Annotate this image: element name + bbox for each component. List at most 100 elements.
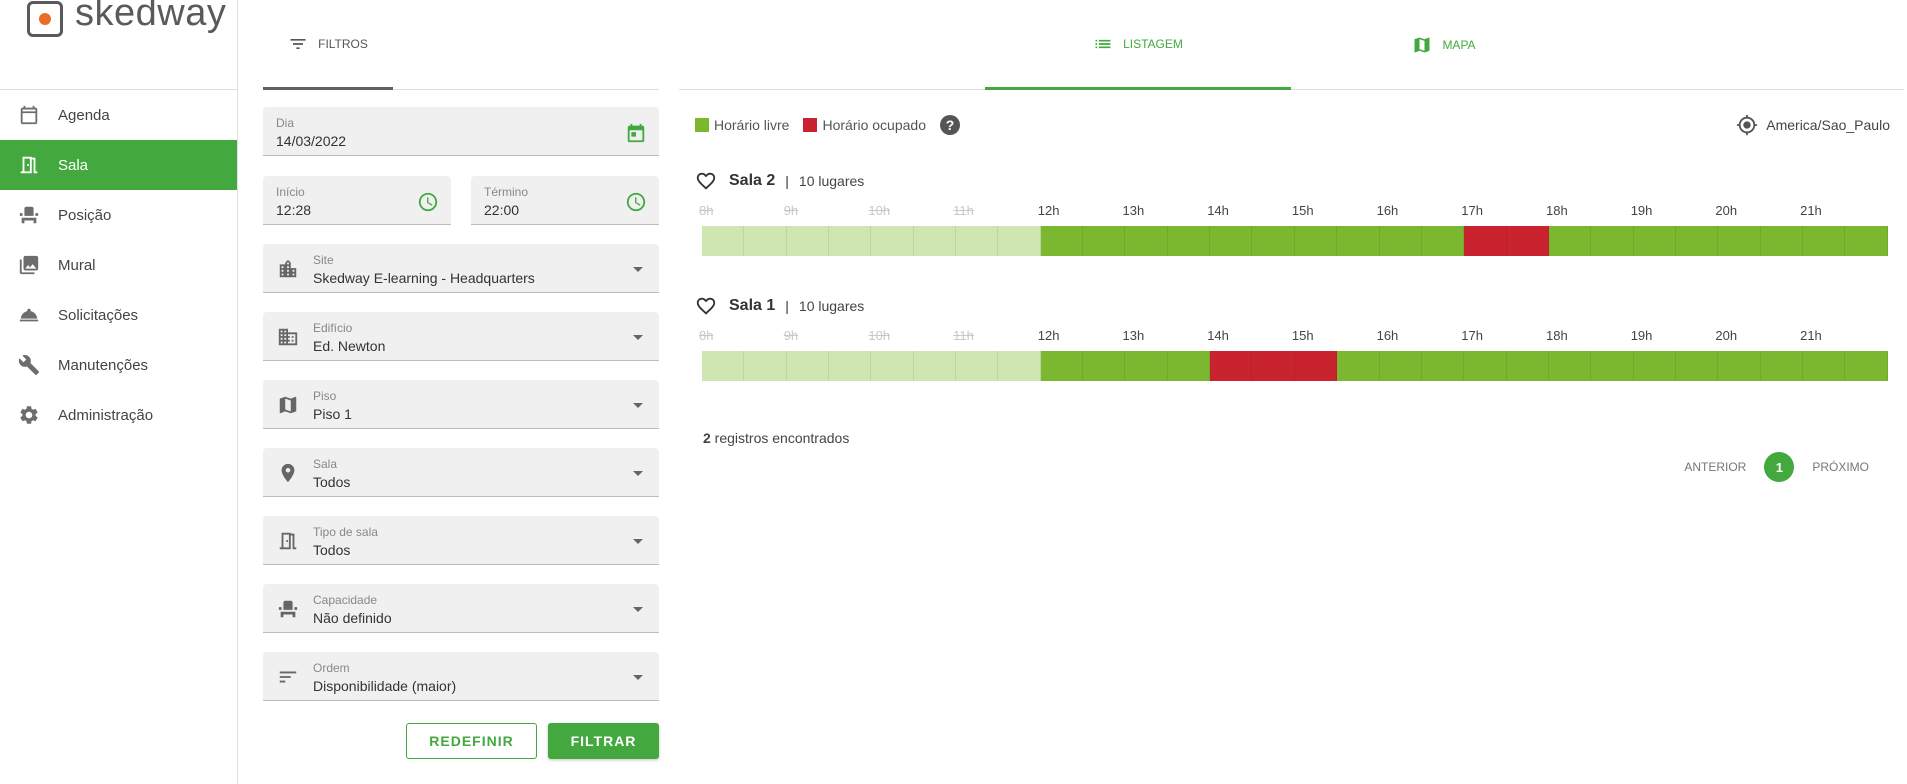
free-slot[interactable] [1421, 226, 1465, 256]
free-slot[interactable] [1675, 226, 1719, 256]
sala-select[interactable]: Sala Todos [263, 448, 659, 497]
free-slot[interactable] [1252, 226, 1295, 256]
logo[interactable]: skedway [0, 0, 237, 90]
free-slot[interactable] [702, 226, 745, 256]
free-slot[interactable] [1379, 226, 1422, 256]
free-slot[interactable] [1337, 351, 1380, 381]
sidebar-item-solicitacoes[interactable]: Solicitações [0, 290, 237, 340]
free-slot[interactable] [913, 351, 957, 381]
free-slot[interactable] [1167, 351, 1211, 381]
dia-field[interactable]: Dia 14/03/2022 [263, 107, 659, 156]
room-name[interactable]: Sala 1 [729, 297, 776, 314]
location-pin-icon [277, 462, 299, 484]
free-slot[interactable] [871, 226, 914, 256]
free-slot[interactable] [1845, 351, 1888, 381]
heart-outline-icon[interactable] [695, 170, 717, 192]
free-slot[interactable] [1294, 226, 1338, 256]
free-slot[interactable] [786, 226, 830, 256]
free-slot[interactable] [1379, 351, 1422, 381]
free-slot[interactable] [998, 351, 1041, 381]
sidebar-item-manutencoes[interactable]: Manutenções [0, 340, 237, 390]
free-slot[interactable] [1718, 226, 1761, 256]
free-slot[interactable] [1760, 351, 1803, 381]
piso-select[interactable]: Piso Piso 1 [263, 380, 659, 429]
prev-page-button[interactable]: ANTERIOR [1684, 460, 1747, 474]
clock-icon[interactable] [417, 191, 439, 213]
help-icon[interactable]: ? [939, 115, 960, 135]
skedway-logo-icon [27, 1, 63, 37]
edificio-value: Ed. Newton [313, 338, 386, 354]
room-name[interactable]: Sala 2 [729, 172, 776, 189]
free-slot[interactable] [1718, 351, 1761, 381]
filtrar-button[interactable]: FILTRAR [548, 723, 659, 759]
piso-value: Piso 1 [313, 406, 352, 422]
free-slot[interactable] [1083, 351, 1126, 381]
free-slot[interactable] [1548, 351, 1592, 381]
free-slot[interactable] [1802, 226, 1846, 256]
free-slot[interactable] [998, 226, 1041, 256]
free-slot[interactable] [871, 351, 914, 381]
capacidade-select[interactable]: Capacidade Não definido [263, 584, 659, 633]
free-slot[interactable] [1337, 226, 1380, 256]
chevron-down-icon [633, 403, 643, 408]
free-slot[interactable] [1760, 226, 1803, 256]
free-slot[interactable] [913, 226, 957, 256]
ordem-select[interactable]: Ordem Disponibilidade (maior) [263, 652, 659, 701]
free-slot[interactable] [1591, 226, 1634, 256]
busy-slot[interactable] [1294, 351, 1338, 381]
free-slot[interactable] [1506, 351, 1549, 381]
edificio-select[interactable]: Edifício Ed. Newton [263, 312, 659, 361]
clock-icon[interactable] [625, 191, 647, 213]
timeline-bar[interactable] [702, 351, 1888, 381]
free-slot[interactable] [1675, 351, 1719, 381]
free-slot[interactable] [1210, 226, 1253, 256]
free-slot[interactable] [1633, 226, 1676, 256]
busy-slot[interactable] [1506, 226, 1549, 256]
free-slot[interactable] [744, 351, 787, 381]
free-slot[interactable] [1548, 226, 1592, 256]
free-slot[interactable] [1125, 351, 1168, 381]
calendar-today-icon[interactable] [625, 122, 647, 144]
free-slot[interactable] [1040, 351, 1084, 381]
sidebar-item-sala[interactable]: Sala [0, 140, 237, 190]
busy-slot[interactable] [1252, 351, 1295, 381]
timezone[interactable]: America/Sao_Paulo [1736, 114, 1890, 136]
free-slot[interactable] [956, 226, 999, 256]
inicio-field[interactable]: Início 12:28 [263, 176, 451, 225]
redefinir-button[interactable]: REDEFINIR [406, 723, 537, 759]
free-slot[interactable] [1040, 226, 1084, 256]
free-slot[interactable] [1421, 351, 1465, 381]
next-page-button[interactable]: PRÓXIMO [1812, 460, 1869, 474]
site-select[interactable]: Site Skedway E-learning - Headquarters [263, 244, 659, 293]
sidebar-item-mural[interactable]: Mural [0, 240, 237, 290]
busy-slot[interactable] [1464, 226, 1507, 256]
tab-mapa[interactable]: MAPA [1291, 0, 1597, 90]
busy-slot[interactable] [1210, 351, 1253, 381]
page-number-button[interactable]: 1 [1764, 452, 1795, 482]
hour-label: 8h [699, 203, 714, 218]
free-slot[interactable] [786, 351, 830, 381]
tab-listagem[interactable]: LISTAGEM [985, 0, 1291, 90]
free-slot[interactable] [1845, 226, 1888, 256]
sidebar-item-agenda[interactable]: Agenda [0, 90, 237, 140]
tab-filtros[interactable]: FILTROS [263, 0, 393, 90]
sidebar-item-posicao[interactable]: Posição [0, 190, 237, 240]
free-slot[interactable] [829, 226, 872, 256]
tipo-sala-select[interactable]: Tipo de sala Todos [263, 516, 659, 565]
timeline-bar[interactable] [702, 226, 1888, 256]
termino-field[interactable]: Término 22:00 [471, 176, 659, 225]
free-slot[interactable] [1464, 351, 1507, 381]
free-slot[interactable] [702, 351, 745, 381]
free-slot[interactable] [829, 351, 872, 381]
free-slot[interactable] [1591, 351, 1634, 381]
free-slot[interactable] [1633, 351, 1676, 381]
free-slot[interactable] [956, 351, 999, 381]
free-slot[interactable] [1802, 351, 1846, 381]
free-slot[interactable] [1125, 226, 1168, 256]
sidebar-item-label: Agenda [58, 106, 110, 124]
heart-outline-icon[interactable] [695, 295, 717, 317]
free-slot[interactable] [1083, 226, 1126, 256]
sidebar-item-administracao[interactable]: Administração [0, 390, 237, 440]
free-slot[interactable] [744, 226, 787, 256]
free-slot[interactable] [1167, 226, 1211, 256]
